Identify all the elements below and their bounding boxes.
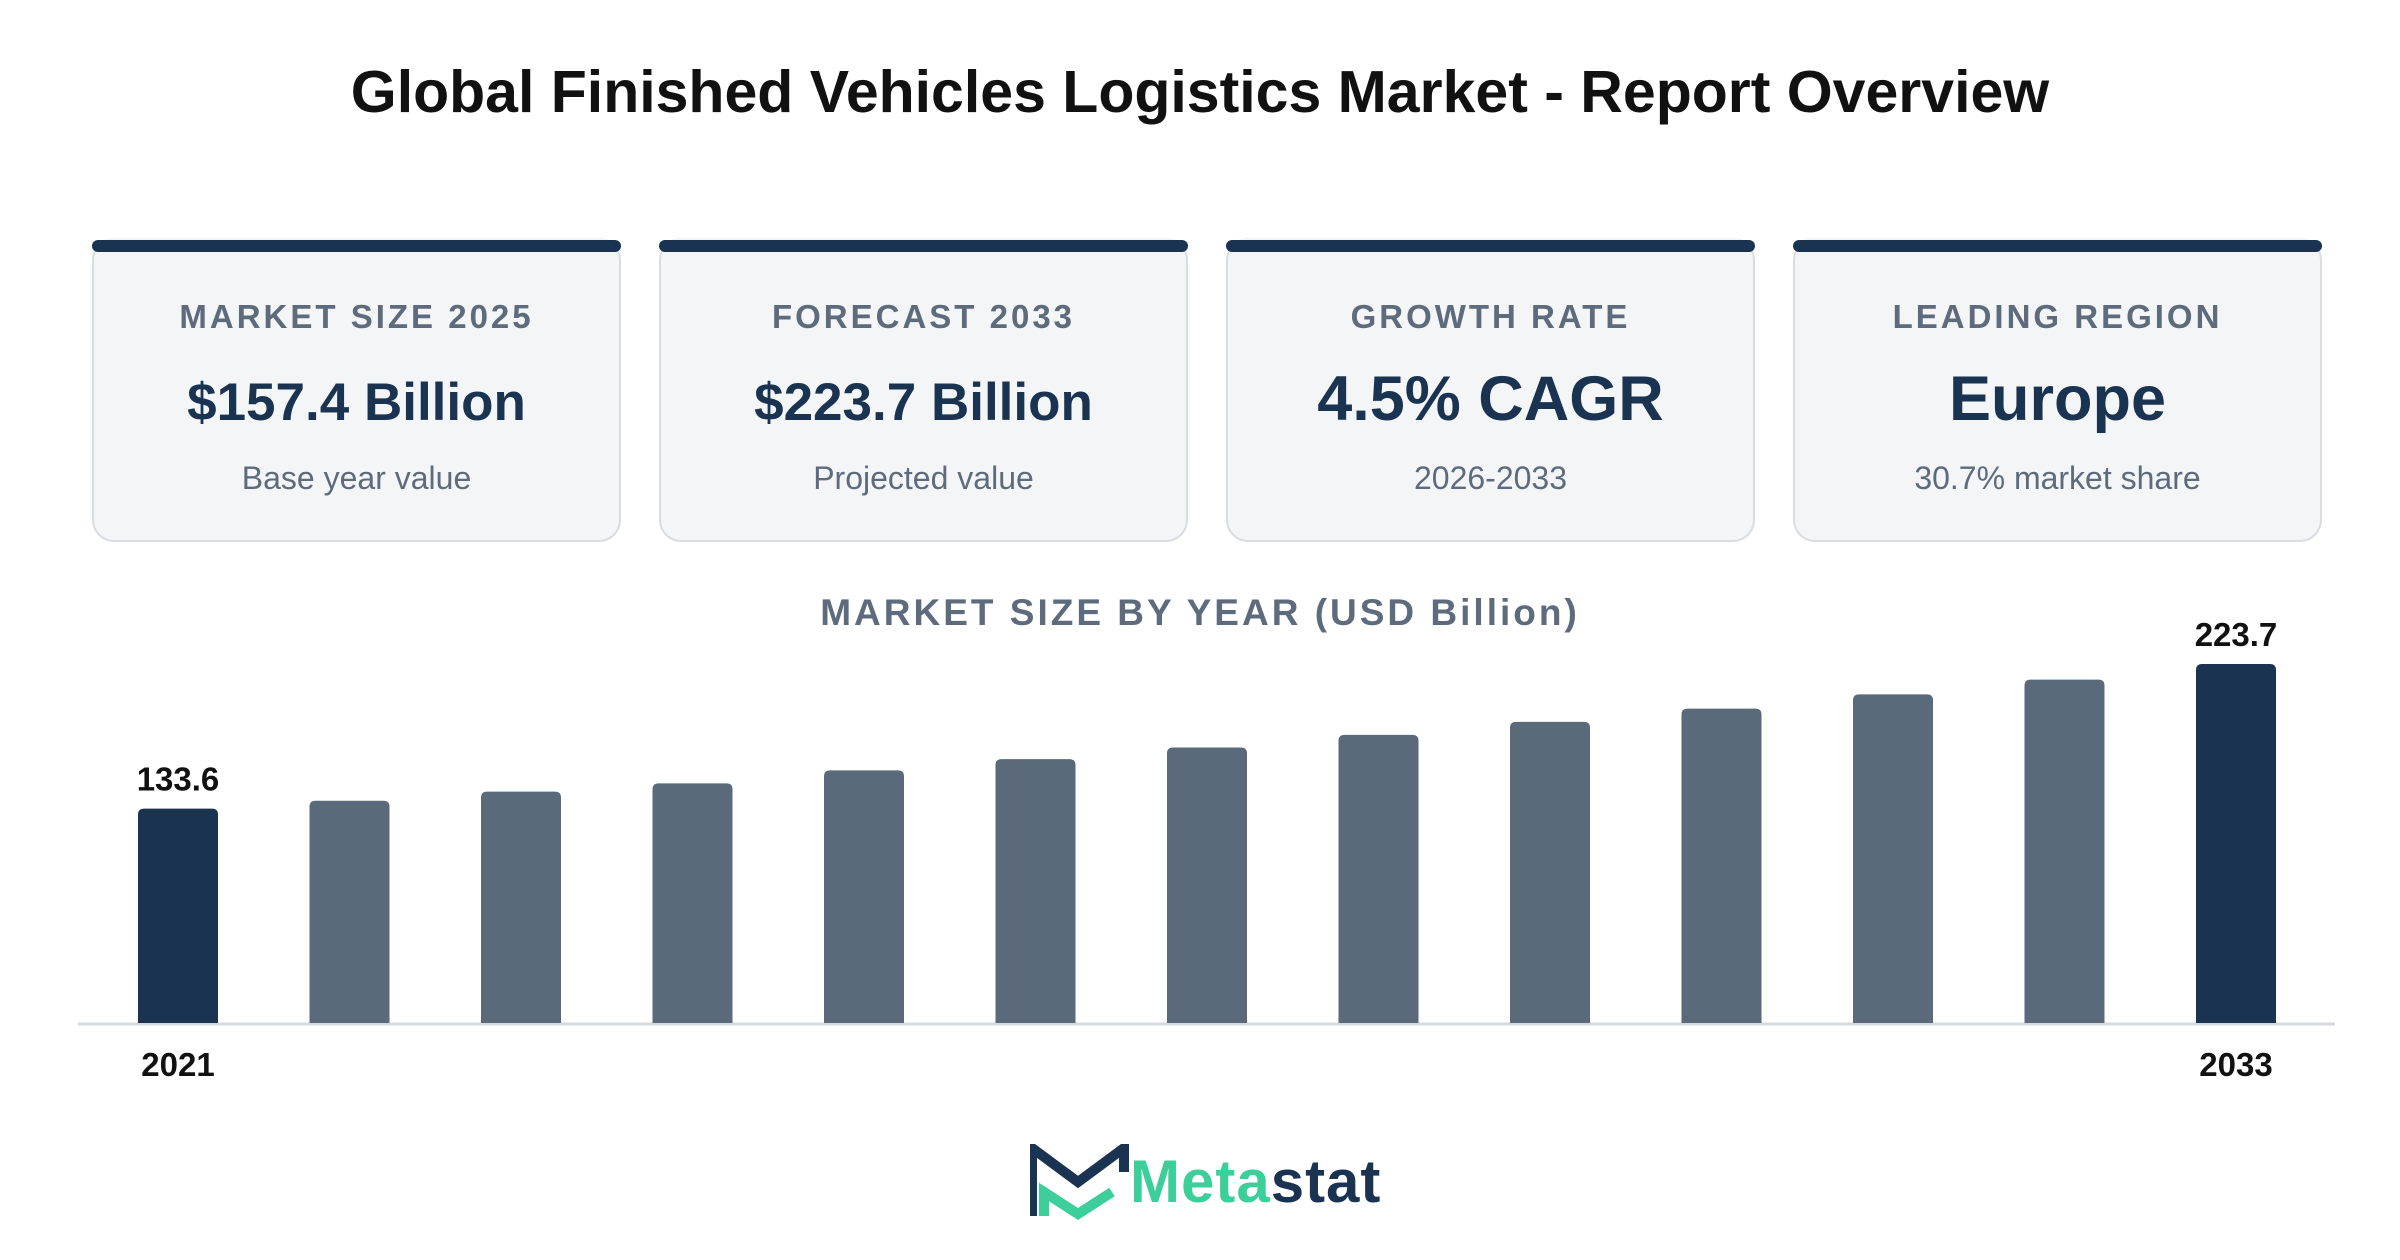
card-value: 4.5% CAGR [1317, 364, 1664, 434]
bar-2025 [824, 770, 904, 1023]
card-subtext: 30.7% market share [1914, 460, 2201, 496]
card-accent-bar [659, 240, 1188, 252]
kpi-card-forecast: FORECAST 2033 $223.7 Billion Projected v… [659, 238, 1188, 542]
bar-2021 [138, 808, 218, 1023]
bar-2022 [309, 800, 390, 1023]
card-label: GROWTH RATE [1350, 298, 1631, 335]
page-title: Global Finished Vehicles Logistics Marke… [350, 59, 2050, 125]
metastat-logo: Metastat [1030, 1144, 1400, 1220]
bar-2028 [1338, 734, 1419, 1023]
metastat-logo-text: Metastat [1130, 1144, 1381, 1220]
logo-text-meta: Meta [1130, 1148, 1271, 1215]
logo-text-stat: stat [1270, 1148, 1382, 1215]
card-subtext: 2026-2033 [1413, 460, 1568, 496]
card-value: $157.4 Billion [187, 373, 526, 432]
card-label: MARKET SIZE 2025 [179, 298, 534, 335]
chart-title: MARKET SIZE BY YEAR (USD Billion) [820, 592, 1580, 633]
bar-2023 [481, 791, 561, 1023]
card-value: Europe [1948, 364, 2167, 434]
card-accent-bar [1226, 240, 1755, 252]
kpi-card-leading-region: LEADING REGION Europe 30.7% market share [1793, 238, 2322, 542]
card-label: LEADING REGION [1892, 298, 2223, 335]
kpi-card-market-size: MARKET SIZE 2025 $157.4 Billion Base yea… [92, 238, 621, 542]
data-label-2021: 133.6 [137, 761, 220, 798]
card-accent-bar [1793, 240, 2322, 252]
bar-chart: 133.6 2021 223.7 2033 [78, 616, 2335, 1083]
card-accent-bar [92, 240, 621, 252]
bar-2033 [2196, 664, 2276, 1023]
x-tick-label-2033: 2033 [2199, 1046, 2272, 1083]
card-subtext: Base year value [241, 460, 472, 496]
metastat-logo-icon [1030, 1144, 1129, 1220]
bar-2026 [995, 759, 1076, 1023]
bar-2030 [1681, 708, 1762, 1023]
card-label: FORECAST 2033 [771, 298, 1076, 335]
card-value: $223.7 Billion [754, 373, 1093, 432]
kpi-card-growth-rate: GROWTH RATE 4.5% CAGR 2026-2033 [1226, 238, 1755, 542]
bar-2029 [1510, 721, 1590, 1023]
bar-2024 [652, 783, 733, 1023]
x-tick-label-2021: 2021 [141, 1046, 214, 1083]
kpi-cards: MARKET SIZE 2025 $157.4 Billion Base yea… [0, 238, 2400, 548]
data-label-2033: 223.7 [2195, 616, 2278, 653]
bar-2031 [1853, 694, 1933, 1023]
bar-2032 [2024, 679, 2105, 1023]
card-subtext: Projected value [813, 460, 1034, 496]
bar-2027 [1167, 747, 1247, 1023]
